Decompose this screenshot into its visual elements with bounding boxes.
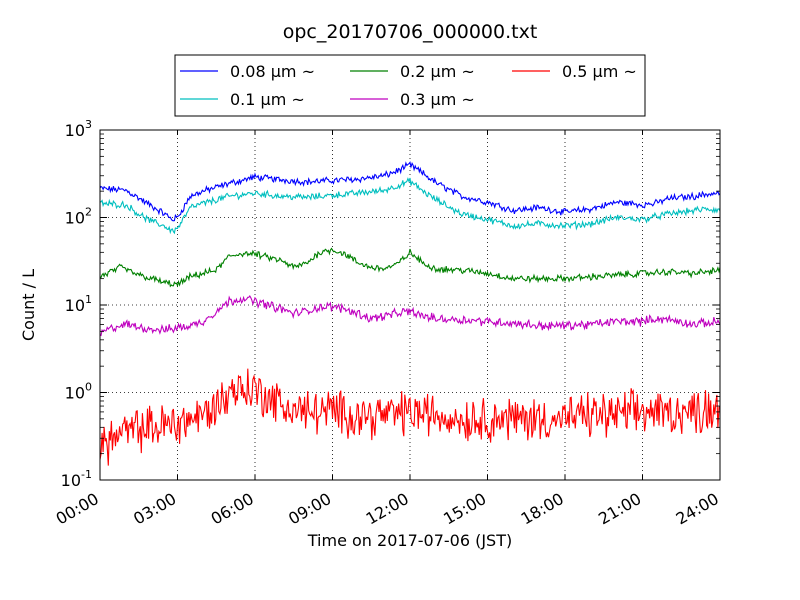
y-tick-labels: 10-1 100 101 102 103 — [61, 118, 92, 490]
series-line — [99, 177, 721, 235]
chart-title: opc_20170706_000000.txt — [283, 21, 538, 43]
series-line — [99, 295, 721, 337]
x-tick-label: 06:00 — [208, 489, 257, 529]
y-tick-label: 100 — [65, 381, 92, 403]
x-tick-label: 09:00 — [285, 489, 334, 529]
data-series — [99, 161, 721, 466]
x-tick-labels: 00:00 03:00 06:00 09:00 12:00 15:00 18:00 21:00… — [53, 489, 722, 529]
y-tick-label: 101 — [65, 293, 92, 315]
axis-ticks — [99, 129, 721, 481]
x-tick-label: 18:00 — [518, 489, 567, 529]
legend-label: 0.5 μm ~ — [562, 62, 637, 81]
y-tick-label: 102 — [65, 206, 92, 228]
series-line — [99, 161, 721, 222]
x-tick-label: 00:00 — [53, 489, 102, 529]
x-tick-label: 03:00 — [130, 489, 179, 529]
legend-label: 0.08 μm ~ — [230, 62, 315, 81]
x-tick-label: 24:00 — [673, 489, 722, 529]
series-line — [99, 368, 721, 466]
legend-box — [174, 54, 646, 117]
legend-label: 0.1 μm ~ — [230, 90, 305, 109]
y-tick-label: 10-1 — [61, 468, 92, 490]
legend-label: 0.2 μm ~ — [400, 62, 475, 81]
y-tick-label: 103 — [65, 118, 92, 140]
series-line — [99, 247, 721, 288]
legend-label: 0.3 μm ~ — [400, 90, 475, 109]
x-tick-label: 21:00 — [595, 489, 644, 529]
x-axis-label: Time on 2017-07-06 (JST) — [307, 531, 512, 550]
y-axis-label: Count / L — [19, 269, 38, 341]
x-tick-label: 15:00 — [440, 489, 489, 529]
legend: 0.08 μm ~ 0.1 μm ~ 0.2 μm ~ 0.3 μm ~ 0.5 μm … — [174, 54, 646, 117]
x-tick-label: 12:00 — [363, 489, 412, 529]
